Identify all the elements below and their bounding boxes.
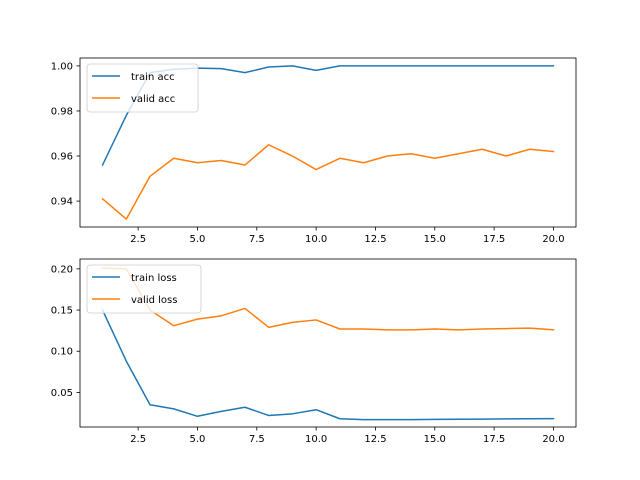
loss-x-tick-label: 20.0 <box>542 434 564 445</box>
accuracy-x-tick-label: 15.0 <box>424 234 446 245</box>
accuracy-legend: train acc valid acc <box>86 63 199 113</box>
series-line-valid-acc <box>101 144 555 220</box>
legend-label-train-acc: train acc <box>131 72 175 83</box>
accuracy-y-tick-label: 0.96 <box>51 152 73 163</box>
accuracy-x-tick-label: 5.0 <box>190 234 206 245</box>
accuracy-y-tick-label: 0.98 <box>51 106 73 117</box>
loss-plot-frame <box>79 258 577 428</box>
legend-label-valid-loss: valid loss <box>131 295 177 306</box>
loss-y-tick-label: 0.20 <box>51 264 73 275</box>
accuracy-x-tick-label: 7.5 <box>249 234 265 245</box>
legend-label-train-loss: train loss <box>131 273 177 284</box>
accuracy-x-tick-label: 2.5 <box>130 234 146 245</box>
series-line-train-loss <box>101 309 555 421</box>
legend-label-valid-acc: valid acc <box>131 94 175 105</box>
loss-x-tick-label: 5.0 <box>190 434 206 445</box>
accuracy-y-tick-label: 0.94 <box>51 197 73 208</box>
accuracy-plot-frame <box>79 57 577 228</box>
loss-x-tick-label: 7.5 <box>249 434 265 445</box>
accuracy-x-tick-label: 10.0 <box>305 234 327 245</box>
loss-y-tick-label: 0.05 <box>51 388 73 399</box>
accuracy-x-tick-label: 12.5 <box>364 234 386 245</box>
loss-x-tick-label: 10.0 <box>305 434 327 445</box>
loss-x-tick-label: 17.5 <box>483 434 505 445</box>
loss-y-tick-label: 0.10 <box>51 347 73 358</box>
loss-series <box>101 267 555 421</box>
accuracy-x-tick-label: 17.5 <box>483 234 505 245</box>
accuracy-x-ticks: 2.5 5.0 7.5 10.0 12.5 15.0 17.5 20.0 <box>130 227 565 245</box>
accuracy-x-tick-label: 20.0 <box>542 234 564 245</box>
loss-x-tick-label: 15.0 <box>424 434 446 445</box>
loss-panel: 2.5 5.0 7.5 10.0 12.5 15.0 17.5 20.0 0.050.100.… <box>51 258 577 445</box>
accuracy-panel: 2.5 5.0 7.5 10.0 12.5 15.0 17.5 20.0 0.940.960.… <box>51 57 577 245</box>
loss-y-tick-label: 0.15 <box>51 306 73 317</box>
loss-legend: train loss valid loss <box>86 264 202 314</box>
accuracy-y-tick-label: 1.00 <box>51 61 73 72</box>
loss-y-ticks: 0.05 0.10 0.15 0.20 <box>51 264 80 399</box>
loss-x-ticks: 2.5 5.0 7.5 10.0 12.5 15.0 17.5 20.0 <box>130 427 565 445</box>
loss-x-tick-label: 12.5 <box>364 434 386 445</box>
series-line-valid-loss <box>101 267 555 331</box>
loss-x-tick-label: 2.5 <box>130 434 146 445</box>
accuracy-y-ticks: 0.94 0.96 0.98 1.00 <box>51 61 80 208</box>
